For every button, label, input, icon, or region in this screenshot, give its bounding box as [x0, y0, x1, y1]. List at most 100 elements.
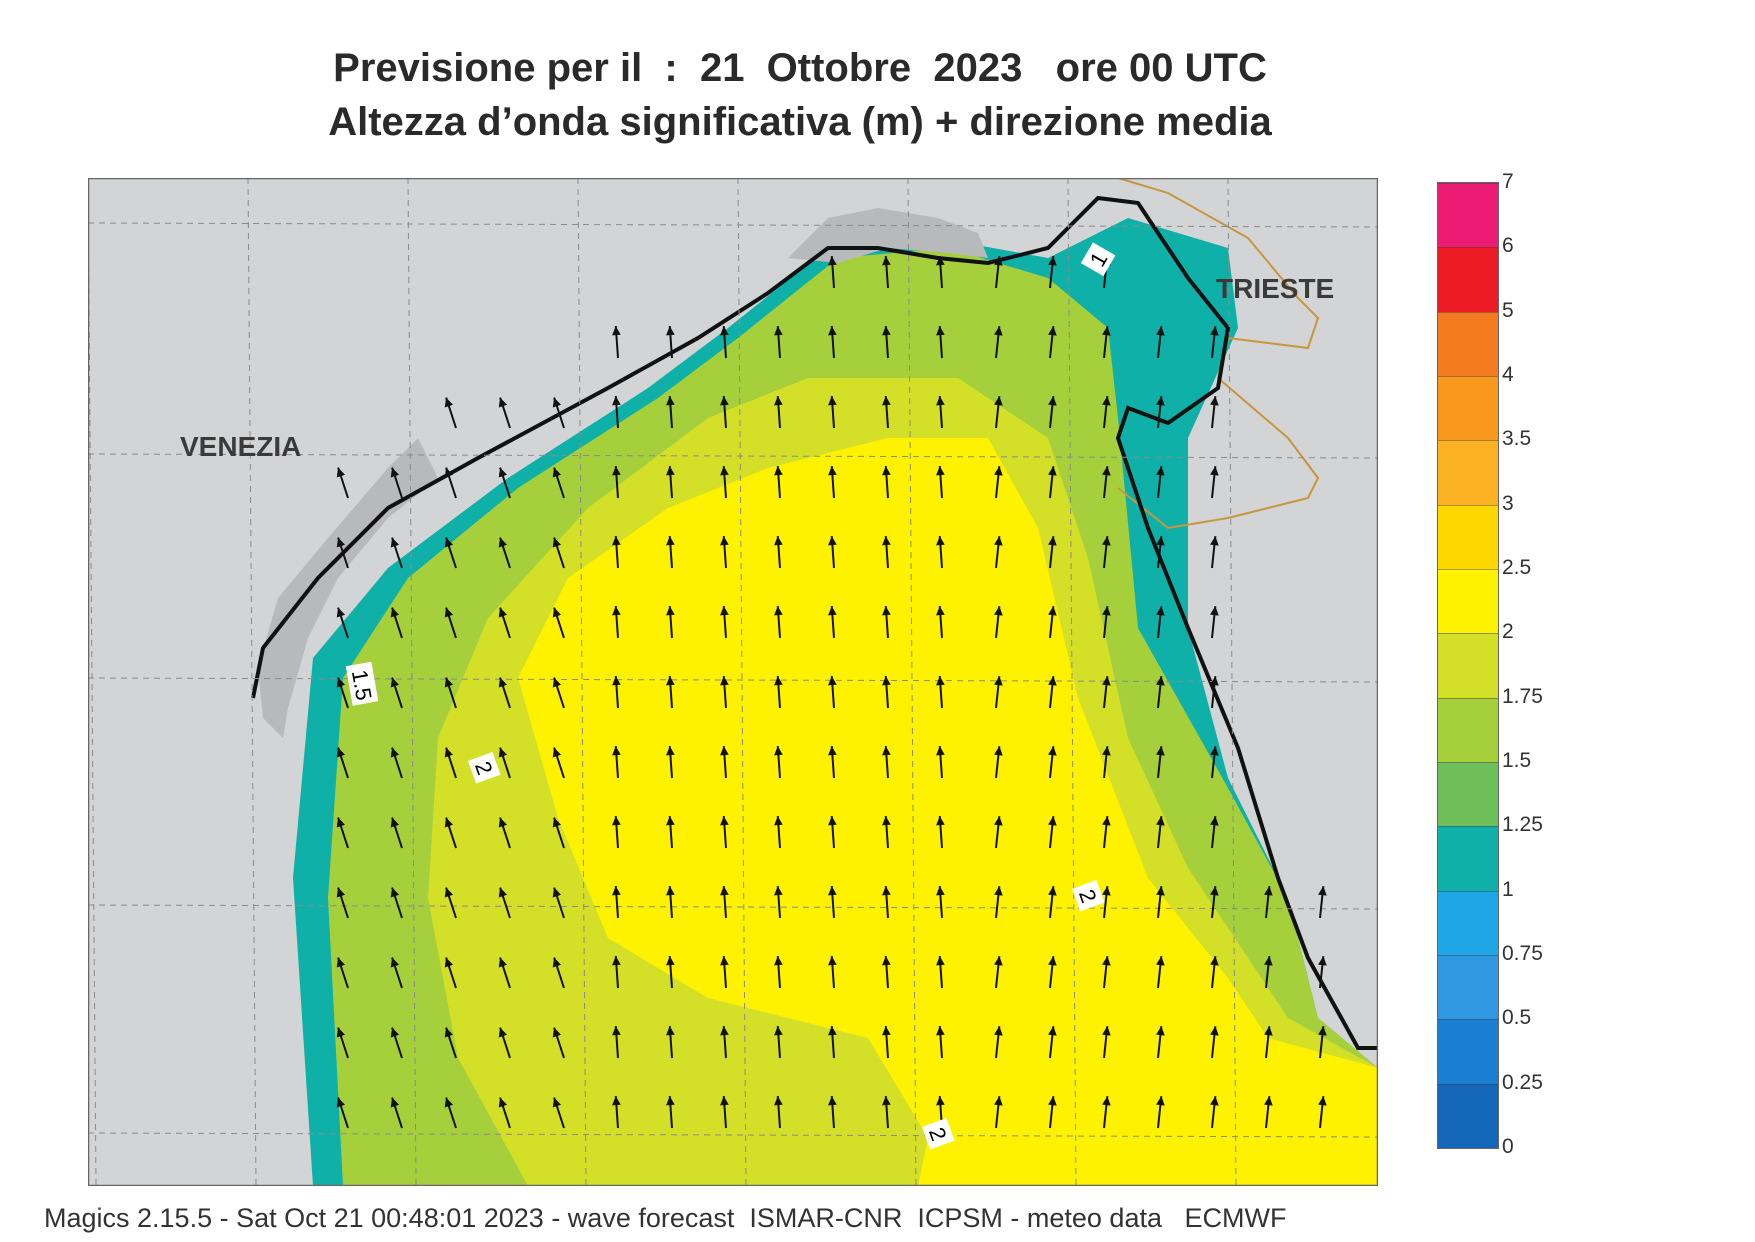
wave-arrow: [666, 816, 675, 849]
legend-tick-label: 2: [1502, 620, 1514, 644]
wave-arrow: [1048, 676, 1057, 709]
wave-arrow: [390, 537, 403, 569]
wave-arrow: [994, 746, 1003, 779]
legend-swatch: [1438, 762, 1498, 827]
wave-arrow: [828, 256, 837, 289]
wave-arrow: [336, 467, 349, 499]
wave-arrow: [994, 1026, 1003, 1059]
wave-direction-arrows: [336, 256, 1327, 1129]
wave-arrow: [936, 746, 945, 779]
wave-arrow: [828, 606, 837, 639]
wave-arrow: [1210, 886, 1219, 919]
wave-arrow: [336, 817, 349, 849]
wave-arrow: [936, 536, 945, 569]
legend-tick-label: 1: [1502, 877, 1514, 901]
wave-arrow: [444, 467, 457, 499]
wave-arrow: [498, 397, 511, 429]
wave-arrow: [1156, 1026, 1165, 1059]
wave-arrow: [1048, 1096, 1057, 1129]
wave-arrow: [882, 746, 891, 779]
wave-arrow: [1102, 676, 1111, 709]
wave-arrow: [498, 957, 511, 989]
wave-arrow: [612, 326, 621, 359]
wave-arrow: [1156, 466, 1165, 499]
wave-arrow: [390, 747, 403, 779]
wave-arrow: [774, 816, 783, 849]
wave-arrow: [1156, 396, 1165, 429]
legend-swatch: [1438, 504, 1498, 569]
wave-arrow: [552, 1097, 565, 1129]
wave-arrow: [1156, 746, 1165, 779]
wave-arrow: [666, 676, 675, 709]
wave-arrow: [936, 1026, 945, 1059]
graticule-meridian: [407, 178, 417, 1186]
wave-arrow: [612, 606, 621, 639]
color-legend: [1437, 182, 1499, 1149]
wave-arrow: [1156, 676, 1165, 709]
wave-arrow: [936, 396, 945, 429]
wave-arrow: [612, 1026, 621, 1059]
legend-swatch: [1438, 826, 1498, 891]
contour-labels: 1 1.5 2 2 2: [345, 242, 1116, 1150]
wave-arrow: [666, 746, 675, 779]
wave-arrow: [994, 886, 1003, 919]
graticule-meridian: [907, 178, 917, 1186]
wave-arrow: [882, 886, 891, 919]
wave-arrow: [336, 747, 349, 779]
legend-tick-label: 5: [1502, 298, 1514, 322]
wave-arrow: [1210, 676, 1219, 709]
wave-arrow: [390, 1097, 403, 1129]
wave-arrow: [612, 536, 621, 569]
wave-arrow: [1102, 1096, 1111, 1129]
venice-lagoon: [258, 438, 438, 738]
legend-tick-label: 1.5: [1502, 749, 1532, 772]
wave-arrow: [882, 816, 891, 849]
wave-arrow: [390, 677, 403, 709]
wave-arrow: [666, 1096, 675, 1129]
wave-arrow: [666, 606, 675, 639]
wave-arrow: [828, 956, 837, 989]
wave-arrow: [828, 1096, 837, 1129]
wave-arrow: [828, 396, 837, 429]
wave-arrow: [444, 747, 457, 779]
wave-arrow: [444, 1097, 457, 1129]
legend-tick-label: 7: [1502, 170, 1514, 193]
legend-tick-label: 6: [1502, 234, 1514, 258]
wave-arrow: [498, 537, 511, 569]
wave-arrow: [612, 1096, 621, 1129]
wave-arrow: [552, 607, 565, 639]
wave-arrow: [882, 326, 891, 359]
wave-arrow: [552, 397, 565, 429]
wave-arrow: [720, 326, 729, 359]
wave-arrow: [390, 957, 403, 989]
wave-arrow: [774, 886, 783, 919]
wave-arrow: [1102, 886, 1111, 919]
wave-arrow: [336, 607, 349, 639]
wave-arrow: [552, 887, 565, 919]
legend-swatch: [1438, 376, 1498, 441]
wave-arrow: [1210, 536, 1219, 569]
wave-arrow: [336, 1097, 349, 1129]
legend-swatch: [1438, 697, 1498, 762]
wave-map-svg: 1 1.5 2 2 2 VENEZIA TRIESTE: [88, 178, 1378, 1186]
wave-arrow: [666, 396, 675, 429]
wave-arrow: [1048, 956, 1057, 989]
wave-arrow: [1156, 606, 1165, 639]
legend-swatch: [1438, 1083, 1498, 1148]
wave-arrow: [720, 536, 729, 569]
wave-arrow: [774, 956, 783, 989]
wave-arrow: [774, 396, 783, 429]
city-label-trieste: TRIESTE: [1216, 273, 1334, 304]
wave-arrow: [498, 607, 511, 639]
wave-arrow: [720, 466, 729, 499]
wave-arrow: [1102, 1026, 1111, 1059]
wave-arrow: [498, 817, 511, 849]
wave-arrow: [390, 607, 403, 639]
wave-arrow: [336, 537, 349, 569]
wave-arrow: [720, 816, 729, 849]
wave-arrow: [882, 466, 891, 499]
wave-arrow: [612, 466, 621, 499]
wave-arrow: [1048, 396, 1057, 429]
legend-tick-label: 1.75: [1502, 684, 1543, 708]
wave-arrow: [774, 326, 783, 359]
